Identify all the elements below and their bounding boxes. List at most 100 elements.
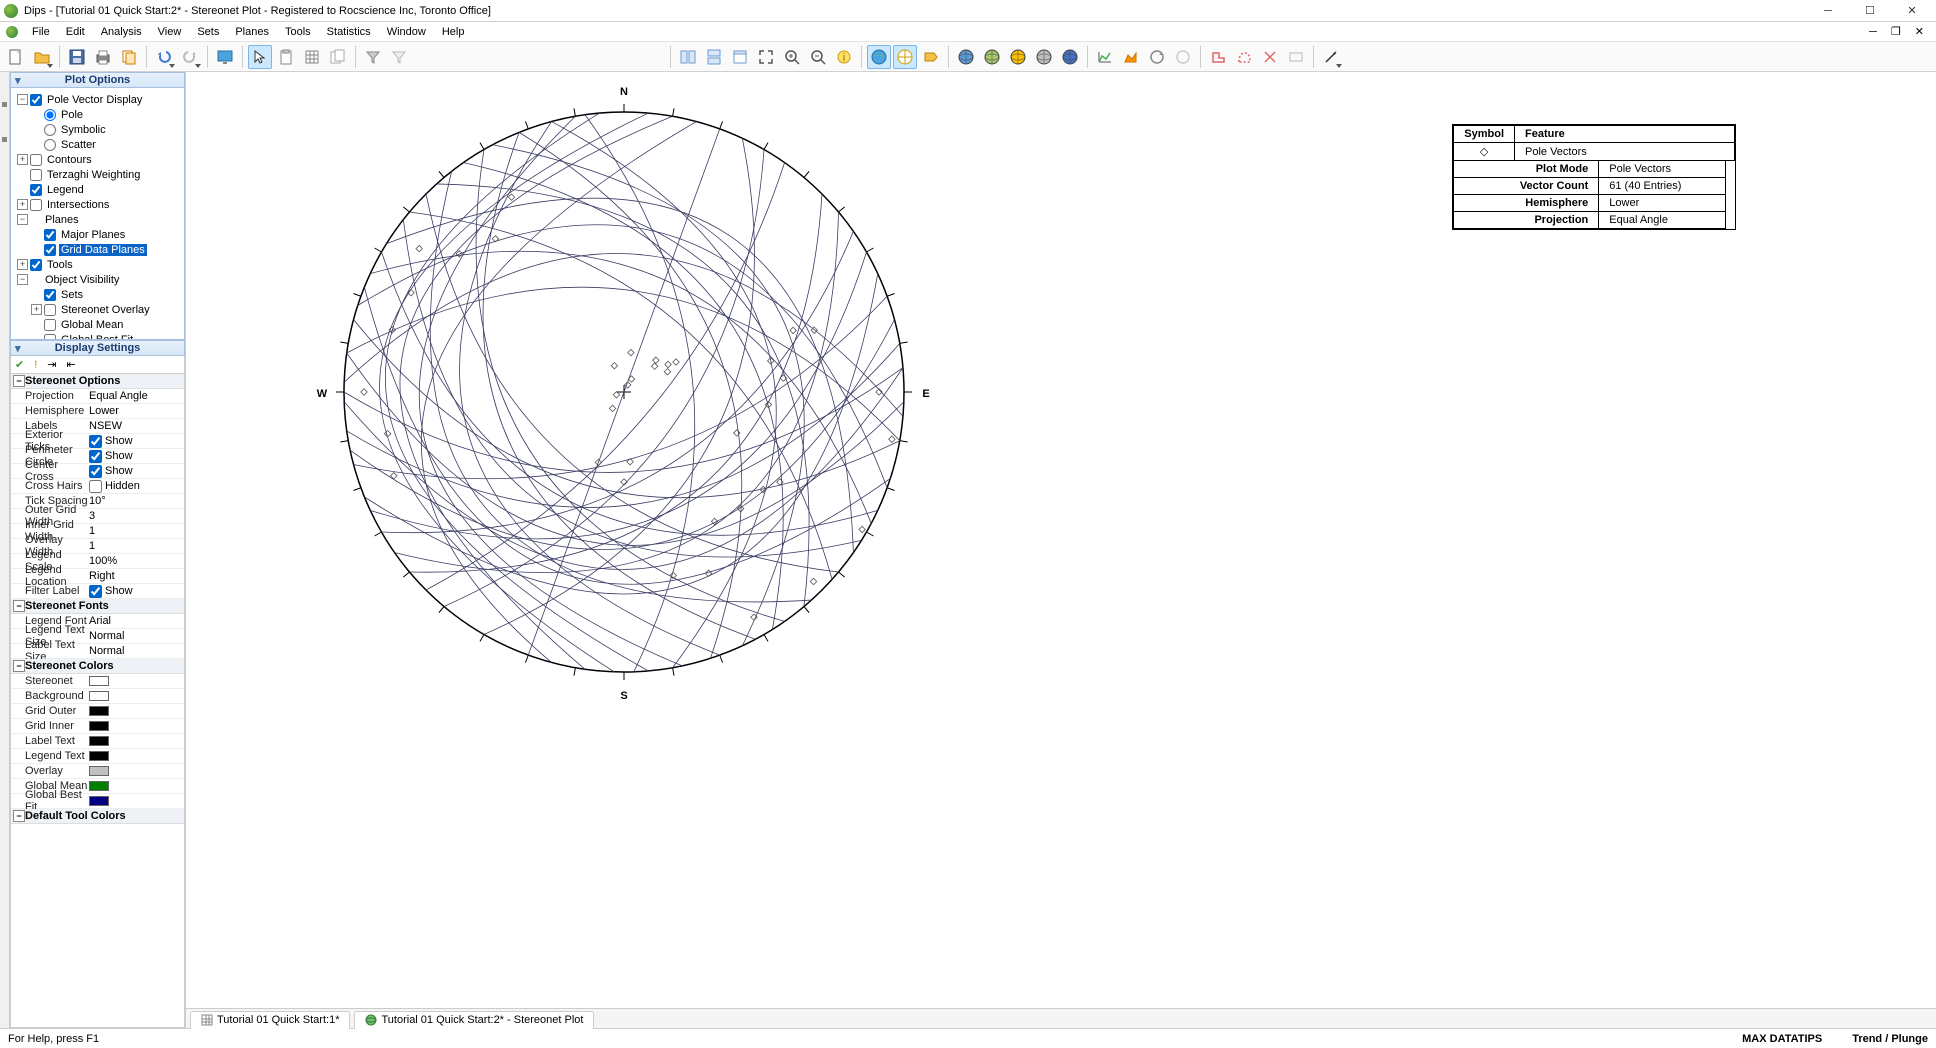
rect-button[interactable] — [1284, 45, 1308, 69]
area-button[interactable] — [1119, 45, 1143, 69]
group-header[interactable]: Stereonet Options — [11, 374, 184, 389]
copy-button[interactable] — [117, 45, 141, 69]
property-row[interactable]: Label Text SizeNormal — [11, 644, 184, 659]
status-datatips[interactable]: MAX DATATIPS — [1742, 1033, 1822, 1045]
chart-button[interactable] — [1093, 45, 1117, 69]
menu-analysis[interactable]: Analysis — [93, 24, 150, 40]
tree-item[interactable]: +Contours — [13, 152, 182, 167]
menu-file[interactable]: File — [24, 24, 58, 40]
filter-button[interactable] — [361, 45, 385, 69]
print-button[interactable] — [91, 45, 115, 69]
globe-active-button[interactable] — [867, 45, 891, 69]
filter2-button[interactable] — [387, 45, 411, 69]
status-trend-plunge[interactable]: Trend / Plunge — [1852, 1033, 1928, 1045]
property-row[interactable]: ProjectionEqual Angle — [11, 389, 184, 404]
undo-button[interactable] — [152, 45, 176, 69]
document-tab[interactable]: Tutorial 01 Quick Start:2* - Stereonet P… — [354, 1011, 594, 1029]
monitor-button[interactable] — [213, 45, 237, 69]
poly2-button[interactable] — [1232, 45, 1256, 69]
property-row[interactable]: Center Cross Show — [11, 464, 184, 479]
warning-icon[interactable]: ! — [34, 359, 37, 371]
menu-statistics[interactable]: Statistics — [319, 24, 379, 40]
properties-grid[interactable]: Stereonet OptionsProjectionEqual AngleHe… — [10, 374, 185, 1028]
proj-globe-2[interactable] — [1006, 45, 1030, 69]
property-row[interactable]: HemisphereLower — [11, 404, 184, 419]
property-row[interactable]: Grid Inner — [11, 719, 184, 734]
property-row[interactable]: Overlay — [11, 764, 184, 779]
menu-help[interactable]: Help — [434, 24, 473, 40]
plot-options-header[interactable]: ▾ Plot Options — [10, 72, 185, 88]
tree-item[interactable]: Sets — [13, 287, 182, 302]
poly1-button[interactable] — [1206, 45, 1230, 69]
menu-planes[interactable]: Planes — [227, 24, 277, 40]
property-row[interactable]: Stereonet — [11, 674, 184, 689]
display-settings-header[interactable]: ▾ Display Settings — [10, 340, 185, 356]
property-row[interactable]: Grid Outer — [11, 704, 184, 719]
save-button[interactable] — [65, 45, 89, 69]
property-row[interactable]: Global Best Fit — [11, 794, 184, 809]
menu-sets[interactable]: Sets — [189, 24, 227, 40]
tree-item[interactable]: Legend — [13, 182, 182, 197]
tree-item[interactable]: Global Best Fit — [13, 332, 182, 340]
tag-button[interactable] — [919, 45, 943, 69]
property-row[interactable]: Legend Text — [11, 749, 184, 764]
proj-globe-4[interactable] — [1058, 45, 1082, 69]
stereonet-plot[interactable]: NESW Symbol Feature ◇ Pole Vectors Plot … — [186, 72, 1936, 1008]
import-icon[interactable]: ⇥ — [47, 358, 56, 371]
close-button[interactable]: ✕ — [1892, 1, 1932, 21]
redo-button[interactable] — [178, 45, 202, 69]
menu-window[interactable]: Window — [379, 24, 434, 40]
property-row[interactable]: Background — [11, 689, 184, 704]
mdi-close-button[interactable]: ✕ — [1909, 25, 1930, 38]
zoom-out-button[interactable] — [806, 45, 830, 69]
open-button[interactable] — [30, 45, 54, 69]
poly3-button[interactable] — [1258, 45, 1282, 69]
menu-view[interactable]: View — [150, 24, 190, 40]
export-icon[interactable]: ⇤ — [67, 358, 76, 371]
maximize-button[interactable]: ☐ — [1850, 1, 1890, 21]
property-row[interactable]: Label Text — [11, 734, 184, 749]
tree-item[interactable]: −Pole Vector Display — [13, 92, 182, 107]
tree-item[interactable]: +Tools — [13, 257, 182, 272]
mdi-restore-button[interactable]: ❐ — [1885, 25, 1907, 38]
tree-item[interactable]: Global Mean — [13, 317, 182, 332]
new-button[interactable] — [4, 45, 28, 69]
fit-button[interactable] — [754, 45, 778, 69]
group-header[interactable]: Default Tool Colors — [11, 809, 184, 824]
check-icon[interactable]: ✔ — [15, 358, 24, 371]
document-tab[interactable]: Tutorial 01 Quick Start:1* — [190, 1011, 350, 1029]
group-header[interactable]: Stereonet Colors — [11, 659, 184, 674]
circle-arrow2-button[interactable] — [1171, 45, 1195, 69]
property-row[interactable]: Cross Hairs Hidden — [11, 479, 184, 494]
property-row[interactable]: Legend LocationRight — [11, 569, 184, 584]
plot-options-tree[interactable]: −Pole Vector DisplayPoleSymbolicScatter+… — [10, 88, 185, 340]
tree-item[interactable]: −Planes — [13, 212, 182, 227]
property-row[interactable]: Filter Label Show — [11, 584, 184, 599]
multi-doc-button[interactable] — [326, 45, 350, 69]
mdi-minimize-button[interactable]: ─ — [1863, 26, 1883, 38]
menu-tools[interactable]: Tools — [277, 24, 319, 40]
net-button[interactable] — [893, 45, 917, 69]
grid-button[interactable] — [300, 45, 324, 69]
tree-item[interactable]: −Object Visibility — [13, 272, 182, 287]
circle-arrow-button[interactable] — [1145, 45, 1169, 69]
menu-edit[interactable]: Edit — [58, 24, 93, 40]
tree-item[interactable]: Grid Data Planes — [13, 242, 182, 257]
proj-globe-1[interactable] — [980, 45, 1004, 69]
group-header[interactable]: Stereonet Fonts — [11, 599, 184, 614]
split-vert-button[interactable] — [676, 45, 700, 69]
tree-item[interactable]: +Stereonet Overlay — [13, 302, 182, 317]
tree-item[interactable]: Major Planes — [13, 227, 182, 242]
zoom-in-button[interactable] — [780, 45, 804, 69]
proj-globe-3[interactable] — [1032, 45, 1056, 69]
window-button[interactable] — [728, 45, 752, 69]
split-horiz-button[interactable] — [702, 45, 726, 69]
pointer-button[interactable] — [248, 45, 272, 69]
tree-item[interactable]: Pole — [13, 107, 182, 122]
tree-item[interactable]: Symbolic — [13, 122, 182, 137]
tree-item[interactable]: Scatter — [13, 137, 182, 152]
tree-item[interactable]: +Intersections — [13, 197, 182, 212]
tree-item[interactable]: Terzaghi Weighting — [13, 167, 182, 182]
clipboard-button[interactable] — [274, 45, 298, 69]
proj-globe-0[interactable] — [954, 45, 978, 69]
